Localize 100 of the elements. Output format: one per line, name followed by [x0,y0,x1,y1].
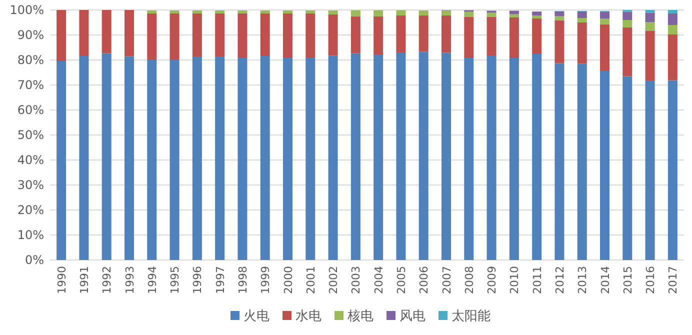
bar [374,54,384,260]
bar [350,53,360,260]
bar [192,14,202,56]
x-tick-label: 2001 [304,266,318,294]
y-tick-label: 80% [17,53,44,67]
x-tick-label: 1990 [55,266,68,294]
x-tick-label: 2016 [644,266,658,294]
bar [509,18,519,58]
bar [282,58,293,260]
y-tick-label: 100% [10,3,44,17]
bar [668,34,678,80]
x-tick-label: 2005 [394,266,408,294]
bar [124,10,134,56]
bar [396,52,406,260]
bar [600,24,610,71]
bar [532,54,542,260]
bar [79,10,89,56]
bar [577,64,587,260]
bar [124,56,134,260]
bar [486,56,496,260]
x-tick-label: 2013 [576,266,590,294]
x-tick-label: 2004 [372,266,386,294]
x-tick-label: 2007 [440,266,454,294]
bar [238,58,248,260]
bar [192,10,202,14]
bar [600,12,610,19]
bar [645,22,655,31]
x-tick-label: 1998 [236,266,250,294]
y-tick-label: 50% [17,128,44,142]
bar [306,14,316,58]
x-tick-label: 2008 [462,266,476,294]
bar [600,18,610,24]
x-tick-label: 1991 [78,266,91,294]
bar [577,12,587,18]
bar [374,16,384,54]
y-tick-label: 90% [17,28,44,42]
bar [147,10,157,14]
bar [418,52,428,260]
y-tick-label: 10% [17,228,44,242]
y-tick-label: 0% [24,253,44,267]
legend-label: 太阳能 [452,309,490,324]
x-tick-label: 1994 [146,266,159,294]
bar [645,10,655,13]
x-tick-label: 1995 [168,266,182,294]
bar [215,10,225,14]
bar [328,14,338,56]
x-tick-label: 1992 [100,266,114,294]
bar [215,56,225,260]
y-tick-label: 70% [17,78,44,92]
bar [532,12,542,16]
bar [418,10,428,16]
bar [668,80,678,260]
bar [577,18,587,22]
bar [238,10,248,14]
bar [102,10,112,54]
x-tick-label: 2006 [418,266,431,294]
bar [282,10,293,14]
bar [464,16,474,58]
bar [645,31,655,80]
bar [306,58,316,260]
bar [554,11,564,16]
bar [147,60,157,260]
bar [328,10,338,14]
bar [238,14,248,58]
bar [486,12,496,17]
bar [554,63,564,260]
x-tick-label: 2010 [508,266,522,294]
bar [170,60,180,260]
bar [215,14,225,56]
bar [622,28,632,76]
bar [441,10,452,16]
y-tick-label: 20% [17,203,44,217]
x-tick-label: 2012 [553,266,566,294]
x-tick-label: 2009 [486,266,499,294]
bar [668,14,678,25]
bar [645,80,655,260]
bar [622,76,632,260]
x-tick-label: 1993 [123,266,136,294]
legend-label: 水电 [296,309,322,324]
bar [350,10,360,16]
y-tick-label: 30% [17,178,44,192]
bar [509,14,519,18]
x-tick-label: 2017 [666,266,680,294]
y-tick-label: 40% [17,153,44,167]
bar [577,22,587,64]
legend-label: 核电 [346,309,374,324]
bar [441,16,452,53]
bar [668,25,678,34]
bar [464,58,474,260]
x-tick-label: 2014 [598,266,612,294]
x-tick-label: 2015 [621,266,634,294]
bar [600,71,610,260]
bar [147,14,157,60]
bar [350,16,360,54]
x-tick-label: 1999 [259,266,272,294]
bar [396,10,406,16]
bar [622,20,632,28]
bar [282,14,293,58]
x-tick-label: 2003 [350,266,363,294]
bar [374,10,384,16]
